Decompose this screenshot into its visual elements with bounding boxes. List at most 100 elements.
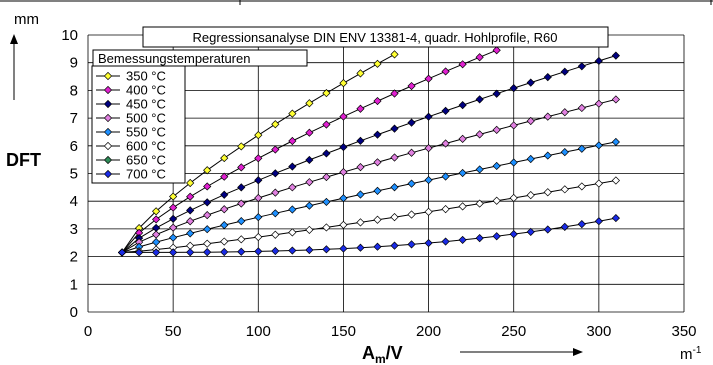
data-point bbox=[407, 118, 416, 127]
legend-entry: 650 °C bbox=[126, 153, 166, 168]
data-point bbox=[169, 233, 178, 242]
series-5 bbox=[117, 176, 620, 257]
data-point bbox=[271, 120, 280, 129]
data-point bbox=[560, 185, 569, 194]
data-point bbox=[543, 112, 552, 121]
data-point bbox=[237, 247, 246, 256]
data-point bbox=[424, 238, 433, 248]
data-point bbox=[203, 248, 212, 257]
data-point bbox=[407, 179, 416, 188]
data-point bbox=[458, 60, 467, 69]
data-point bbox=[186, 178, 195, 188]
data-point bbox=[339, 112, 348, 121]
data-point bbox=[373, 59, 382, 68]
data-point bbox=[271, 246, 280, 256]
legend-marker bbox=[103, 169, 113, 179]
data-point bbox=[577, 144, 586, 153]
data-point bbox=[390, 50, 399, 59]
data-point bbox=[322, 223, 331, 232]
y-tick-label: 0 bbox=[70, 304, 78, 321]
data-point bbox=[543, 151, 552, 160]
x-tick-label: 350 bbox=[671, 323, 696, 340]
data-point bbox=[424, 74, 433, 83]
y-tick-label: 1 bbox=[70, 276, 78, 293]
y-tick-label: 9 bbox=[70, 55, 78, 72]
data-point bbox=[458, 168, 467, 178]
data-point bbox=[509, 158, 518, 167]
data-point bbox=[117, 248, 127, 257]
data-point bbox=[543, 188, 552, 197]
data-point bbox=[560, 67, 569, 76]
data-point bbox=[254, 193, 263, 203]
series-7 bbox=[117, 213, 620, 257]
data-point bbox=[169, 203, 178, 212]
data-point bbox=[254, 176, 263, 185]
data-point bbox=[526, 78, 535, 87]
data-point bbox=[356, 163, 365, 172]
legend-marker bbox=[103, 155, 113, 165]
data-point bbox=[288, 246, 297, 255]
data-point bbox=[373, 130, 382, 139]
data-point bbox=[594, 217, 603, 226]
data-point bbox=[390, 89, 399, 98]
data-point bbox=[169, 192, 178, 201]
series-2 bbox=[117, 51, 620, 257]
data-point bbox=[271, 209, 280, 218]
legend-entry: 350 °C bbox=[126, 69, 166, 84]
data-point bbox=[526, 116, 535, 126]
data-point bbox=[458, 202, 467, 211]
data-point bbox=[560, 222, 569, 231]
data-point bbox=[475, 130, 484, 139]
data-point bbox=[407, 81, 416, 91]
data-point bbox=[543, 73, 552, 82]
data-point bbox=[492, 232, 501, 241]
data-point bbox=[203, 225, 212, 234]
data-point bbox=[475, 53, 484, 62]
data-point bbox=[288, 109, 297, 118]
y-tick-label: 6 bbox=[70, 138, 78, 155]
data-point bbox=[220, 247, 229, 257]
data-point bbox=[339, 244, 348, 253]
data-point bbox=[475, 95, 484, 104]
data-point bbox=[288, 205, 297, 214]
data-point bbox=[509, 84, 518, 93]
data-point bbox=[186, 206, 195, 215]
legend-entry: 600 °C bbox=[126, 139, 166, 154]
legend-entry: 550 °C bbox=[126, 125, 166, 140]
data-point bbox=[594, 56, 603, 66]
data-point bbox=[356, 69, 365, 78]
x-axis-label: Am/V bbox=[362, 343, 403, 365]
x-axis-arrowhead bbox=[573, 348, 583, 356]
data-point bbox=[271, 169, 280, 178]
data-point bbox=[407, 148, 416, 157]
data-point bbox=[339, 220, 348, 230]
data-point bbox=[237, 217, 246, 226]
data-point bbox=[203, 239, 212, 248]
data-point bbox=[611, 51, 620, 60]
data-point bbox=[203, 211, 212, 220]
legend-entry: 500 °C bbox=[126, 111, 166, 126]
data-point bbox=[373, 186, 382, 195]
data-point bbox=[186, 217, 195, 226]
legend-title-box bbox=[92, 49, 308, 67]
x-tick-label: 50 bbox=[165, 323, 182, 340]
data-point bbox=[237, 142, 246, 151]
data-point bbox=[339, 167, 348, 177]
data-point bbox=[356, 136, 365, 145]
y-axis-arrowhead bbox=[10, 34, 18, 44]
data-point bbox=[254, 232, 263, 242]
data-point bbox=[254, 247, 263, 256]
data-point bbox=[458, 134, 467, 143]
data-point bbox=[390, 153, 399, 162]
data-point bbox=[220, 172, 229, 181]
data-point bbox=[407, 210, 416, 219]
legend-entry: 700 °C bbox=[126, 167, 166, 182]
data-point bbox=[305, 245, 314, 255]
data-point bbox=[288, 228, 297, 237]
data-point bbox=[373, 242, 382, 251]
legend-title: Bemessungstemperaturen bbox=[98, 51, 250, 66]
data-point bbox=[339, 194, 348, 203]
data-point bbox=[203, 198, 212, 207]
